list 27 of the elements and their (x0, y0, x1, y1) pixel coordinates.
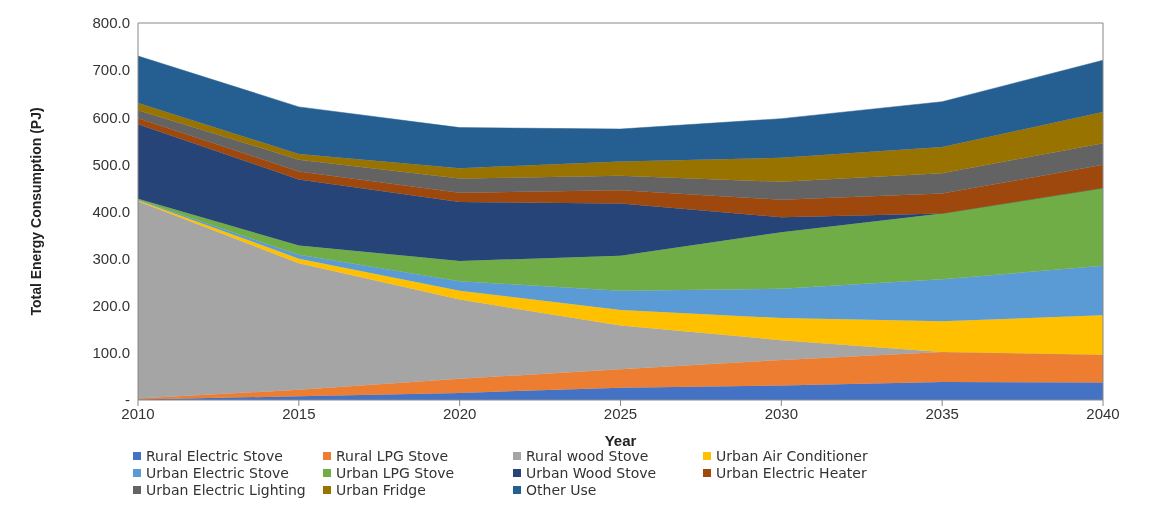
y-tick-label: 800.0 (92, 14, 130, 32)
y-tick-label: 700.0 (92, 61, 130, 79)
x-tick-label: 2030 (764, 404, 799, 422)
legend-label: Urban Electric Heater (716, 465, 867, 481)
y-tick-label: 400.0 (92, 202, 130, 220)
legend-label: Urban Fridge (336, 482, 426, 498)
y-tick-label: 600.0 (92, 108, 130, 126)
x-axis-title: Year (604, 432, 637, 449)
legend-label: Urban Air Conditioner (716, 448, 868, 464)
y-tick-label: 300.0 (92, 249, 130, 267)
legend-label: Rural Electric Stove (146, 448, 283, 464)
legend-label: Urban Wood Stove (526, 465, 657, 481)
y-axis-title: Total Energy Consumption (PJ) (27, 107, 44, 316)
legend-label: Urban LPG Stove (336, 465, 455, 481)
x-tick-label: 2025 (603, 404, 638, 422)
legend-label: Rural LPG Stove (336, 448, 449, 464)
legend-label: Urban Electric Lighting (146, 482, 306, 498)
legend-label: Urban Electric Stove (146, 465, 289, 481)
y-tick-label: 100.0 (92, 344, 130, 362)
x-tick-label: 2020 (442, 404, 477, 422)
y-tick-label: 200.0 (92, 297, 130, 315)
x-tick-label: 2040 (1086, 404, 1120, 422)
y-tick-label: 500.0 (92, 155, 130, 173)
x-tick-label: 2015 (282, 404, 316, 422)
legend-label: Other Use (526, 482, 597, 498)
legend-label: Rural wood Stove (526, 448, 649, 464)
x-tick-label: 2035 (925, 404, 959, 422)
